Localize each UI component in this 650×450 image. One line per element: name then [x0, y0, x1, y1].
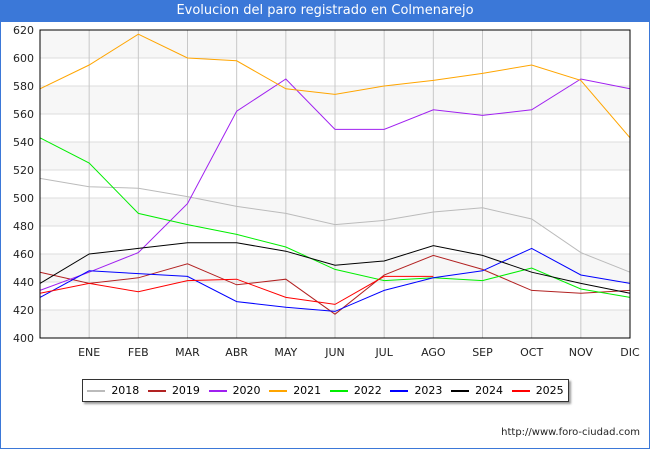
- y-tick-label: 440: [13, 276, 34, 289]
- legend-item: 2021: [269, 384, 321, 397]
- series-line-2022: [39, 137, 631, 298]
- legend-swatch: [208, 389, 227, 392]
- series-line-2019: [39, 254, 631, 315]
- x-tick-label: OCT: [520, 346, 543, 359]
- source-link[interactable]: http://www.foro-ciudad.com: [501, 427, 640, 438]
- series-line-2024: [39, 242, 631, 294]
- legend-item: 2022: [329, 384, 382, 397]
- x-tick-label: AGO: [421, 346, 446, 359]
- series-line-2023: [39, 247, 631, 312]
- legend-swatch: [87, 389, 106, 392]
- legend-item: 2018: [87, 384, 139, 397]
- legend-label: 2021: [293, 384, 322, 397]
- x-tick-label: MAY: [274, 346, 297, 359]
- series-line-2020: [39, 78, 631, 291]
- legend-item: 2025: [511, 384, 564, 397]
- y-tick-label: 500: [13, 192, 34, 205]
- chart-legend: 2018 2019 2020 2021 2022 2023 2024 2025: [82, 379, 569, 402]
- y-tick-label: 600: [13, 52, 34, 65]
- x-tick-label: ABR: [225, 346, 248, 359]
- x-tick-label: NOV: [569, 346, 594, 359]
- legend-item: 2023: [390, 384, 442, 397]
- plot-border: [39, 29, 631, 339]
- legend-label: 2019: [171, 384, 200, 397]
- legend-item: 2024: [451, 384, 503, 397]
- legend-label: 2022: [353, 384, 382, 397]
- legend-item: 2020: [208, 384, 261, 397]
- legend-label: 2018: [111, 384, 140, 397]
- x-tick-label: DIC: [620, 346, 640, 359]
- y-tick-label: 580: [13, 80, 34, 93]
- chart-title: Evolucion del paro registrado en Colmena…: [0, 0, 650, 22]
- series-line-2025: [39, 275, 434, 305]
- y-tick-label: 620: [13, 24, 34, 37]
- y-tick-label: 400: [13, 332, 34, 345]
- y-tick-label: 560: [13, 108, 34, 121]
- series-line-2018: [39, 177, 631, 273]
- legend-swatch: [269, 389, 288, 392]
- x-tick-label: SEP: [472, 346, 493, 359]
- x-tick-label: FEB: [128, 346, 149, 359]
- legend-swatch: [451, 389, 470, 392]
- x-tick-label: ENE: [78, 346, 100, 359]
- legend-item: 2019: [147, 384, 200, 397]
- legend-swatch: [511, 389, 530, 392]
- x-tick-label: JUN: [324, 346, 345, 359]
- series-line-2021: [39, 33, 631, 139]
- legend-label: 2020: [232, 384, 261, 397]
- legend-swatch: [147, 389, 166, 392]
- x-tick-label: MAR: [175, 346, 200, 359]
- legend-label: 2023: [414, 384, 443, 397]
- y-tick-label: 420: [13, 304, 34, 317]
- y-tick-label: 480: [13, 220, 34, 233]
- x-tick-label: JUL: [374, 346, 393, 359]
- legend-swatch: [329, 389, 348, 392]
- legend-swatch: [390, 389, 409, 392]
- legend-label: 2025: [535, 384, 564, 397]
- legend-label: 2024: [475, 384, 504, 397]
- y-tick-label: 460: [13, 248, 34, 261]
- y-tick-label: 540: [13, 136, 34, 149]
- y-tick-label: 520: [13, 164, 34, 177]
